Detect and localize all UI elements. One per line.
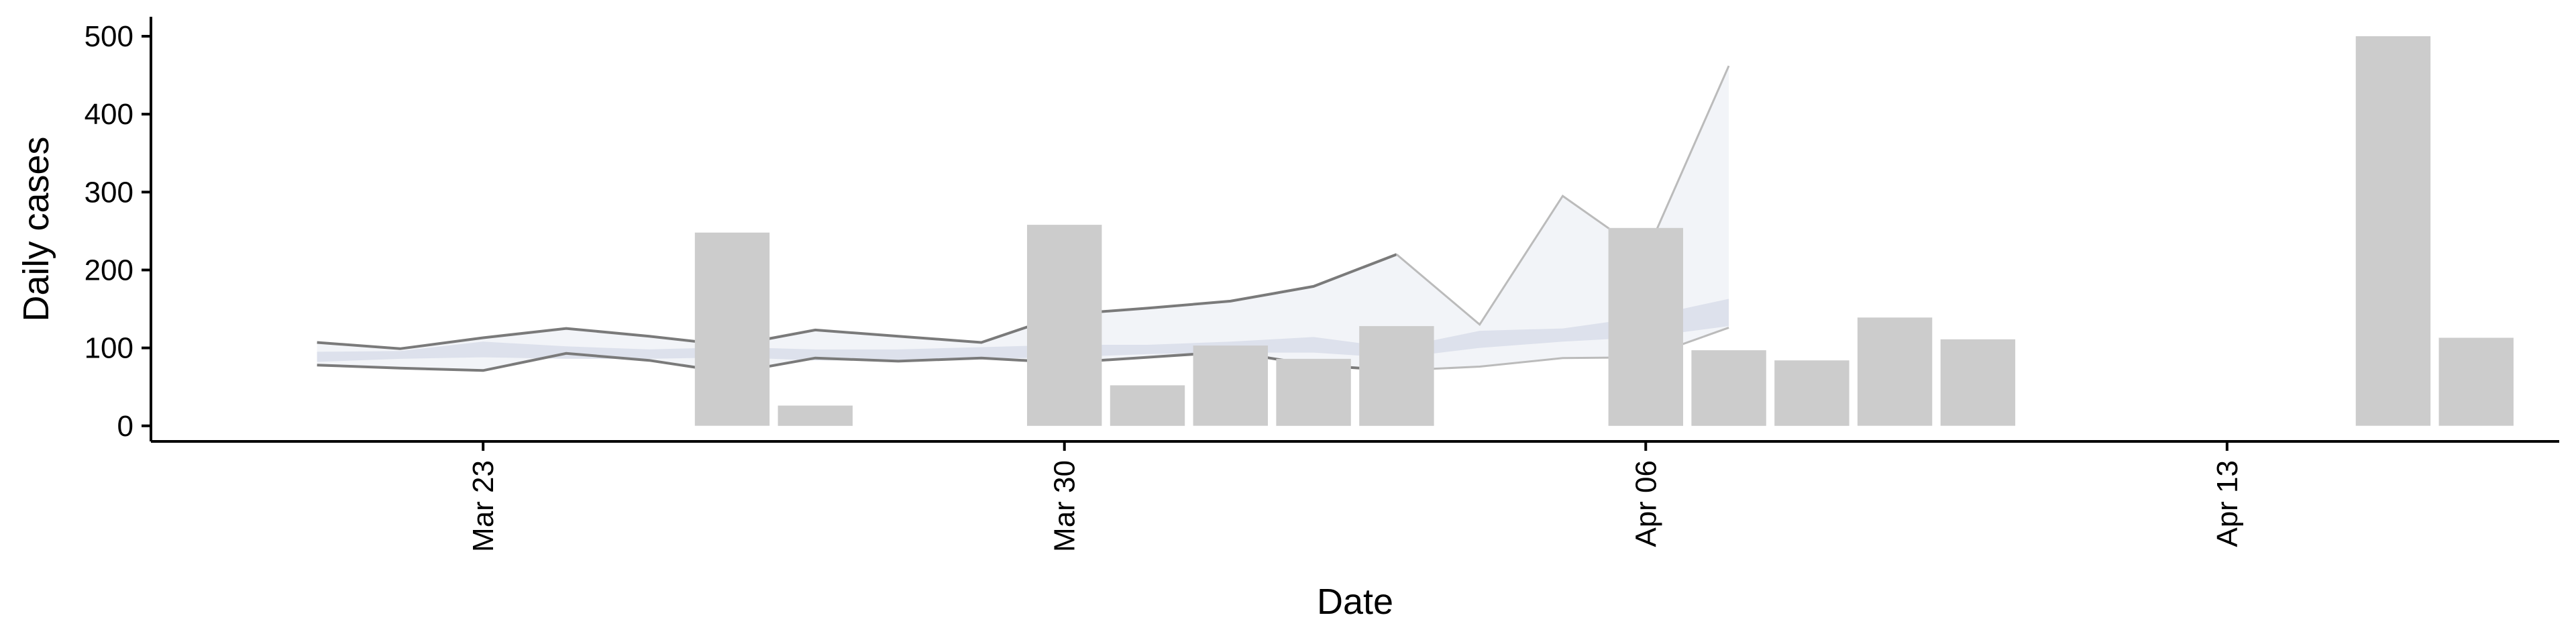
- x-tick-label-2020-04-06: Apr 06: [1629, 460, 1662, 547]
- y-axis-title: Daily cases: [16, 136, 56, 321]
- x-tick-label-2020-04-13: Apr 13: [2211, 460, 2244, 547]
- bar-2020-04-07: [1691, 350, 1766, 426]
- estimate-band-outer: [317, 66, 1729, 373]
- y-tick-label-0: 0: [117, 410, 133, 443]
- x-tick-label-2020-03-23: Mar 23: [467, 460, 500, 552]
- bar-2020-04-10: [1940, 339, 2016, 426]
- bar-2020-03-27: [777, 405, 853, 426]
- y-tick-label-100: 100: [85, 332, 133, 365]
- bar-2020-04-01: [1193, 345, 1268, 426]
- bar-2020-04-09: [1857, 317, 1933, 426]
- estimate-upper-line-faded: [1395, 65, 1730, 327]
- bar-2020-04-06: [1608, 227, 1683, 426]
- estimate-upper-line: [317, 253, 1397, 350]
- ticks-layer: 0 100 200 300 400 500 Mar 23 Mar 30 Apr 06 Apr 13: [85, 20, 2244, 552]
- y-tick-label-200: 200: [85, 254, 133, 286]
- bar-2020-04-15: [2355, 36, 2431, 426]
- bar-2020-04-08: [1774, 360, 1849, 426]
- estimate-layer: [317, 65, 1730, 374]
- bar-2020-04-16: [2438, 337, 2514, 426]
- y-tick-label-400: 400: [85, 98, 133, 131]
- x-axis-title: Date: [1317, 582, 1393, 622]
- x-tick-label-2020-03-30: Mar 30: [1049, 460, 1081, 552]
- bar-2020-03-31: [1110, 385, 1185, 426]
- bar-2020-03-30: [1027, 225, 1102, 426]
- axes-layer: [150, 17, 2559, 443]
- bar-2020-04-02: [1276, 358, 1351, 426]
- bar-2020-03-26: [694, 232, 770, 426]
- y-tick-label-500: 500: [85, 20, 133, 53]
- bar-2020-04-03: [1359, 326, 1434, 426]
- y-tick-label-300: 300: [85, 176, 133, 209]
- bars-layer: [694, 36, 2514, 426]
